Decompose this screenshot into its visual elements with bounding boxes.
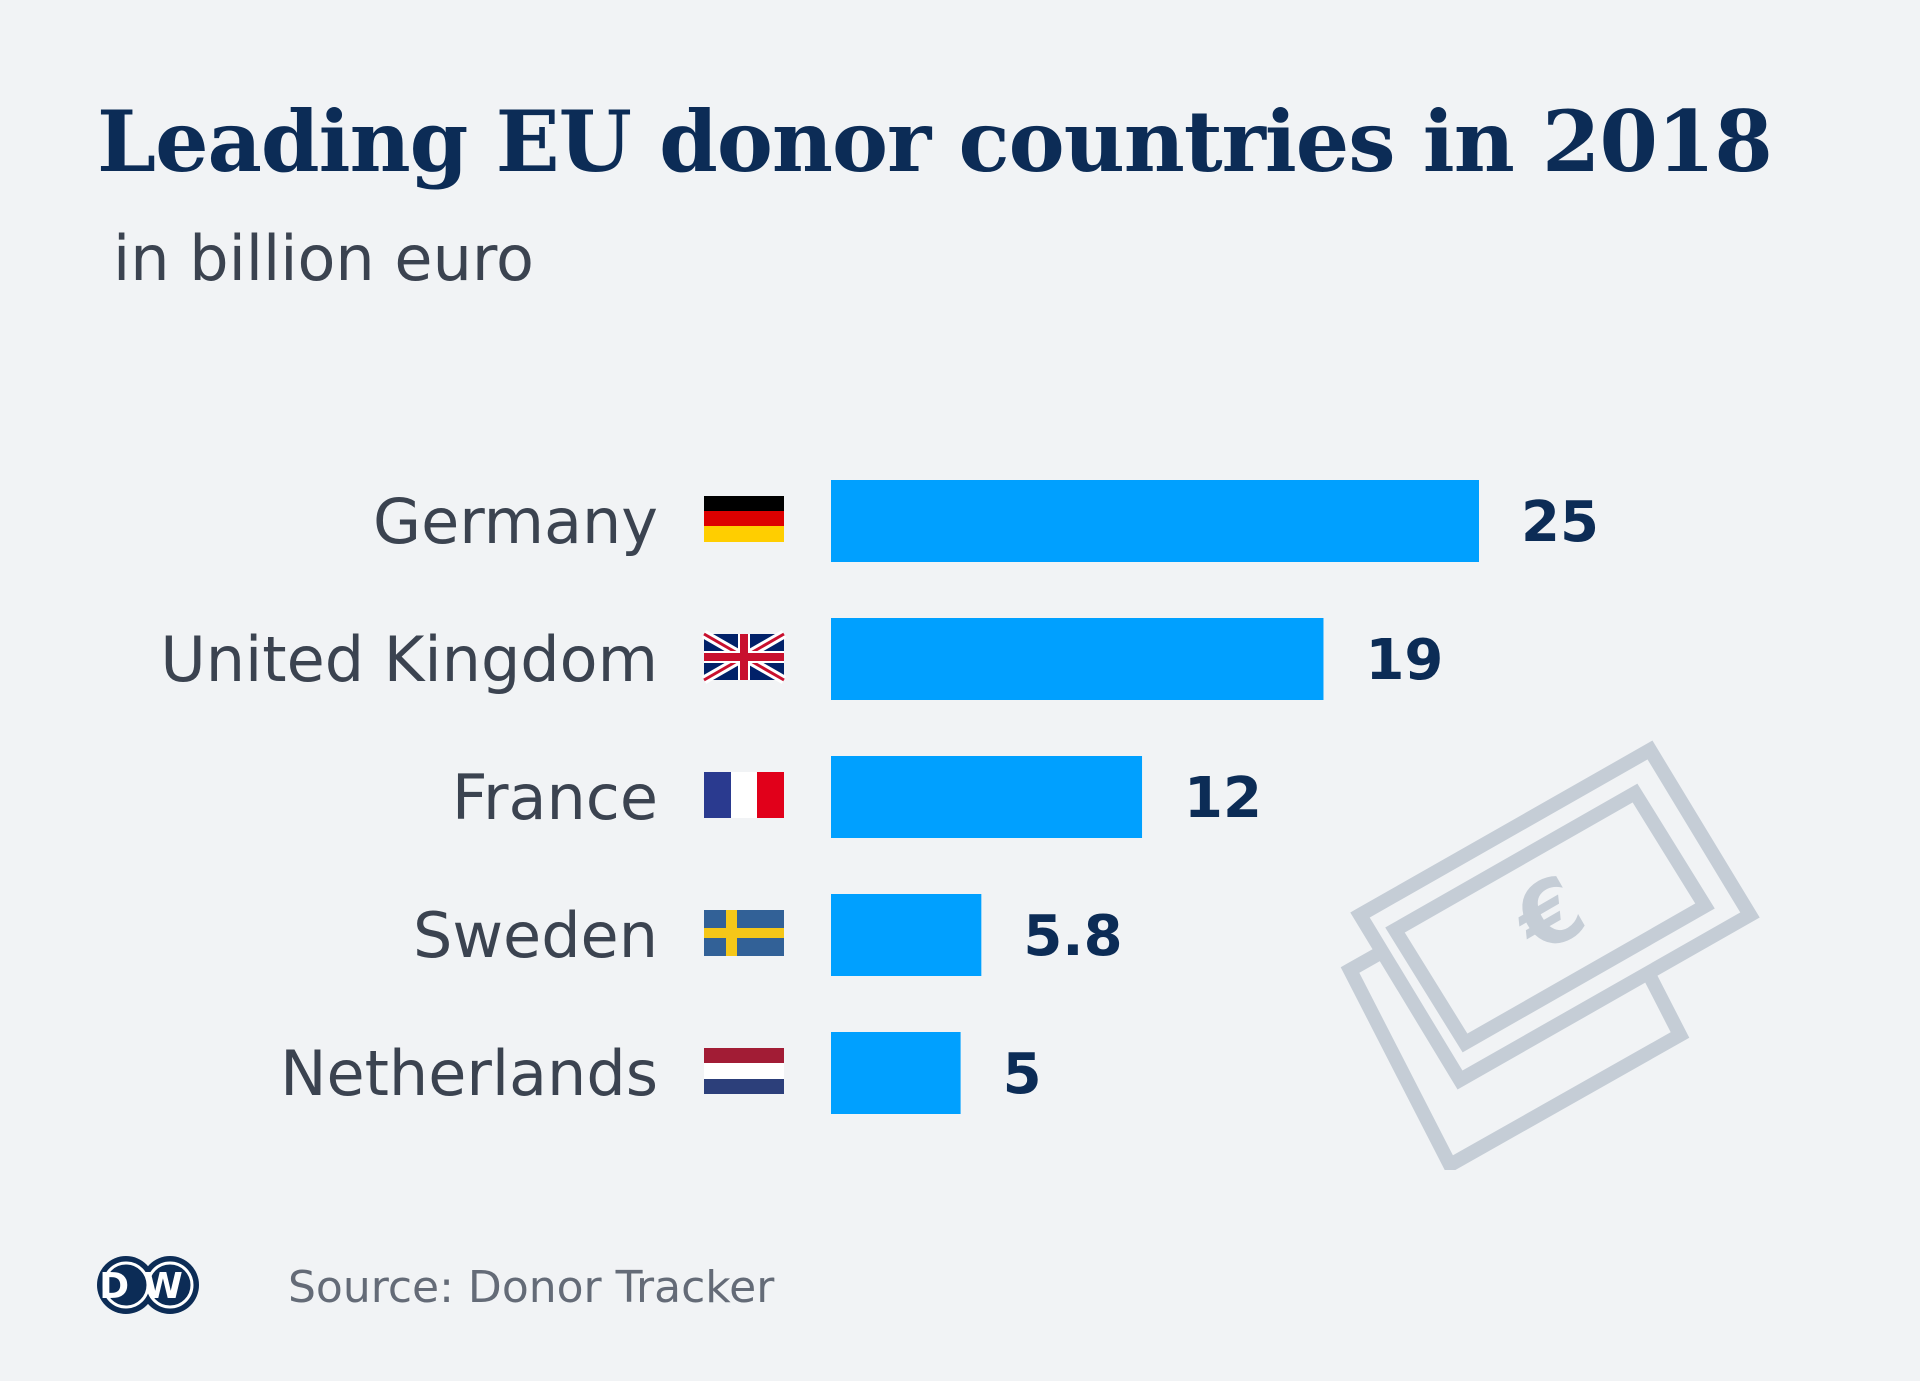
category-label: Sweden xyxy=(413,899,658,972)
chart-title: Leading EU donor countries in 2018 xyxy=(97,92,1773,191)
value-label: 12 xyxy=(1184,766,1262,831)
bar xyxy=(831,756,1143,838)
dw-logo: DW xyxy=(97,1256,199,1314)
dw-logo-text: DW xyxy=(99,1266,197,1307)
sweden-flag-icon xyxy=(704,910,784,956)
netherlands-flag-icon xyxy=(704,1048,784,1094)
value-label: 5 xyxy=(1003,1042,1042,1107)
category-label: Germany xyxy=(373,485,658,558)
euro-banknotes-icon: € xyxy=(1340,740,1760,1170)
source-note: Source: Donor Tracker xyxy=(288,1262,775,1313)
category-label: Netherlands xyxy=(280,1037,658,1110)
germany-flag-icon xyxy=(704,496,784,542)
bar xyxy=(831,894,982,976)
france-flag-icon xyxy=(704,772,784,818)
value-label: 5.8 xyxy=(1023,904,1122,969)
bar xyxy=(831,1032,961,1114)
value-label: 25 xyxy=(1521,490,1599,555)
bar xyxy=(831,618,1324,700)
bar xyxy=(831,480,1479,562)
chart-subtitle: in billion euro xyxy=(113,222,534,295)
value-label: 19 xyxy=(1365,628,1443,693)
category-label: France xyxy=(452,761,658,834)
uk-flag-icon xyxy=(701,630,787,684)
category-label: United Kingdom xyxy=(160,623,658,696)
